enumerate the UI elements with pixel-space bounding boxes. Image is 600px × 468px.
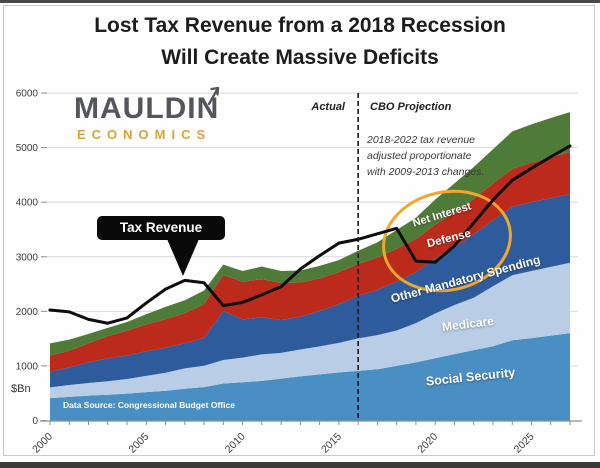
actual-region-label: Actual (311, 101, 345, 113)
page-title: Lost Tax Revenue from a 2018 Recession W… (0, 10, 600, 73)
svg-text:2025: 2025 (512, 431, 537, 456)
svg-text:2020: 2020 (415, 431, 440, 456)
svg-text:2000: 2000 (16, 307, 39, 318)
mauldin-logo-subtext: ECONOMICS (77, 127, 212, 142)
svg-text:2005: 2005 (126, 431, 151, 456)
cbo-projection-region-label: CBO Projection (370, 101, 452, 113)
bottom-border-strip (0, 462, 600, 468)
tax-adjustment-note: 2018-2022 tax revenue adjusted proportio… (367, 133, 512, 180)
data-source-note: Data Source: Congressional Budget Office (63, 400, 235, 410)
svg-text:5000: 5000 (16, 143, 39, 154)
title-line-2: Will Create Massive Deficits (161, 45, 439, 69)
svg-text:6000: 6000 (16, 89, 39, 100)
logo-up-arrow-icon (206, 84, 221, 111)
y-axis-unit-label: $Bn (11, 383, 31, 395)
svg-text:3000: 3000 (16, 252, 39, 263)
svg-text:4000: 4000 (16, 198, 39, 209)
svg-text:1000: 1000 (16, 361, 39, 372)
tax-revenue-callout: Tax Revenue (97, 216, 225, 240)
title-line-1: Lost Tax Revenue from a 2018 Recession (94, 14, 506, 37)
svg-text:0: 0 (32, 416, 38, 427)
mauldin-logo-text: MAULDIN (74, 92, 220, 125)
note-line-1: 2018-2022 tax revenue (367, 134, 475, 146)
callout-pointer (167, 239, 199, 276)
top-border-strip (0, 0, 600, 3)
svg-text:2015: 2015 (319, 431, 344, 456)
note-line-3: with 2009-2013 changes. (367, 165, 485, 178)
svg-text:2010: 2010 (223, 431, 248, 456)
note-line-2: adjusted proportionate (367, 149, 472, 162)
svg-text:2000: 2000 (30, 431, 55, 456)
